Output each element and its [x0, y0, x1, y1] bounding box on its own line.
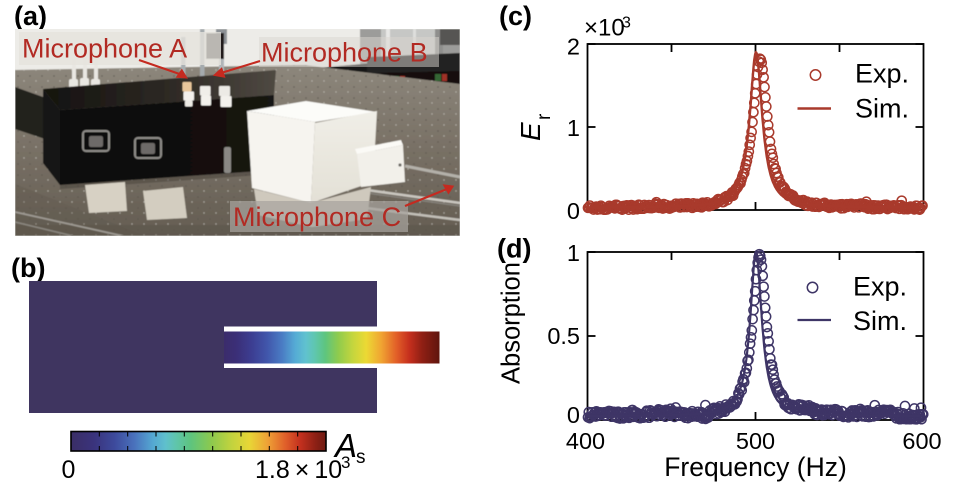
svg-text:1: 1: [567, 115, 580, 141]
svg-text:0: 0: [567, 198, 580, 224]
svg-text:0: 0: [567, 402, 580, 428]
svg-text:Exp.: Exp.: [853, 272, 907, 302]
svg-text:0: 0: [62, 456, 76, 484]
svg-text:400: 400: [566, 428, 605, 454]
svg-text:×10: ×10: [584, 15, 625, 42]
svg-text:1.8 × 10: 1.8 × 10: [255, 456, 342, 484]
svg-text:(d): (d): [497, 234, 531, 264]
svg-text:Microphone A: Microphone A: [22, 34, 187, 64]
svg-text:(b): (b): [11, 253, 45, 283]
svg-text:2: 2: [567, 34, 580, 60]
svg-text:Sim.: Sim.: [853, 306, 907, 336]
svg-text:1: 1: [567, 240, 580, 266]
svg-text:(a): (a): [14, 1, 47, 31]
svg-text:0.5: 0.5: [547, 323, 580, 349]
svg-text:Microphone B: Microphone B: [261, 38, 428, 68]
svg-text:(c): (c): [499, 1, 532, 31]
svg-text:r: r: [534, 113, 555, 120]
svg-text:Exp.: Exp.: [855, 59, 909, 89]
svg-text:500: 500: [736, 428, 775, 454]
svg-text:Absorption: Absorption: [498, 262, 526, 384]
svg-text:A: A: [333, 427, 357, 464]
svg-text:3: 3: [341, 453, 350, 472]
svg-text:Frequency (Hz): Frequency (Hz): [664, 452, 847, 482]
svg-text:Sim.: Sim.: [855, 94, 909, 124]
svg-text:E: E: [515, 122, 546, 141]
svg-text:s: s: [356, 447, 366, 468]
svg-text:600: 600: [902, 428, 941, 454]
svg-text:Microphone C: Microphone C: [233, 202, 401, 232]
svg-text:3: 3: [622, 15, 631, 32]
